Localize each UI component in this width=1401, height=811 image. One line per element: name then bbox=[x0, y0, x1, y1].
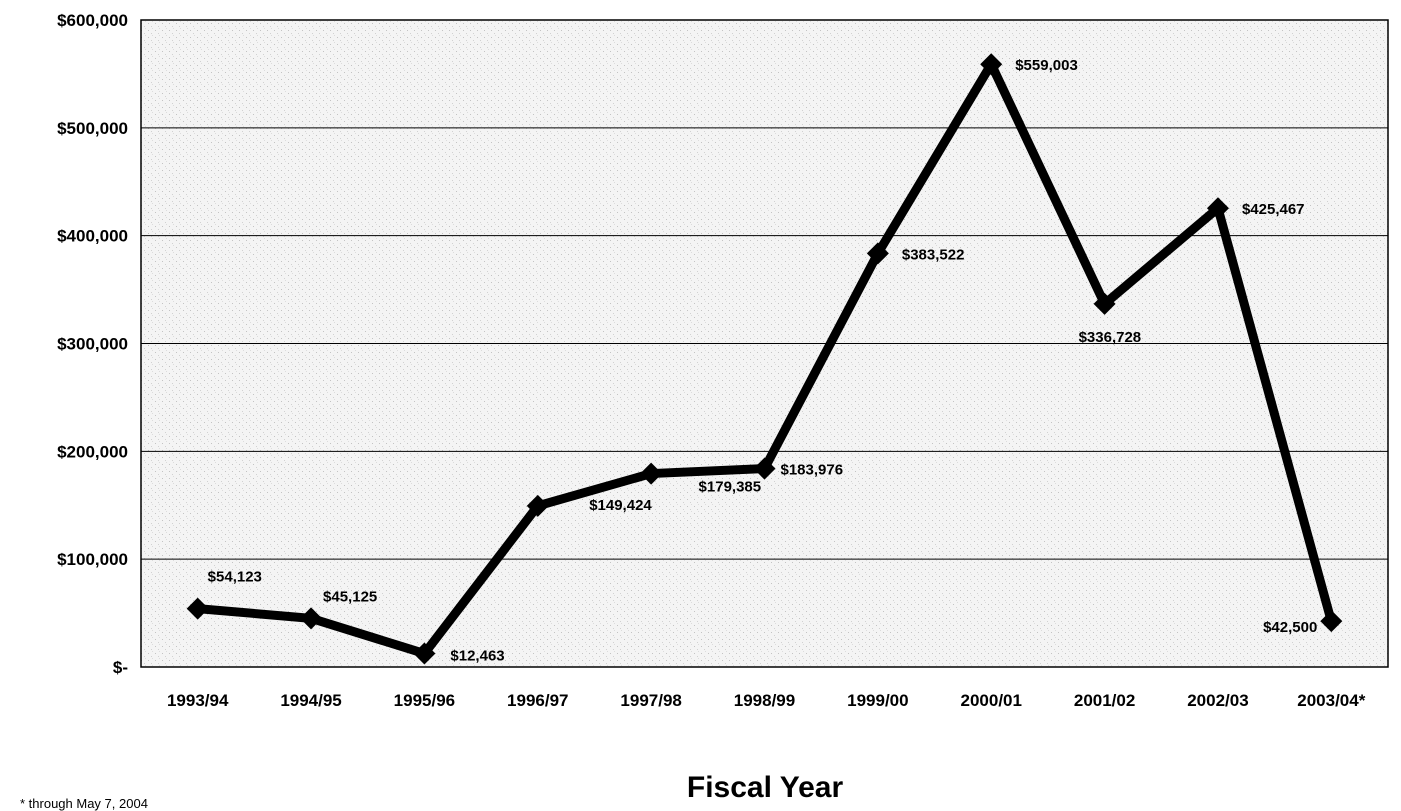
data-labels: $54,123 $45,125 $12,463 $149,424 $179,385 $18… bbox=[208, 57, 1318, 664]
data-label: $42,500 bbox=[1263, 619, 1317, 636]
data-label: $336,728 bbox=[1079, 329, 1142, 346]
data-point-marker bbox=[1206, 197, 1229, 220]
x-tick-label: 1996/97 bbox=[507, 691, 568, 710]
x-axis-ticks: 1993/94 1994/95 1995/96 1996/97 1997/98 1998/… bbox=[167, 691, 1366, 710]
x-tick-label: 2000/01 bbox=[961, 691, 1022, 710]
x-tick-label: 2001/02 bbox=[1074, 691, 1135, 710]
data-point-marker bbox=[640, 462, 663, 485]
x-axis-title: Fiscal Year bbox=[687, 771, 844, 804]
x-tick-label: 1999/00 bbox=[847, 691, 908, 710]
data-point-marker bbox=[186, 597, 209, 620]
data-label: $383,522 bbox=[902, 246, 965, 263]
y-tick-label: $300,000 bbox=[57, 335, 128, 354]
data-label: $149,424 bbox=[589, 497, 652, 514]
data-label: $12,463 bbox=[450, 648, 504, 665]
data-label: $54,123 bbox=[208, 569, 262, 586]
y-tick-label: $600,000 bbox=[57, 11, 128, 30]
y-tick-label: $100,000 bbox=[57, 550, 128, 569]
x-tick-label: 1995/96 bbox=[394, 691, 455, 710]
y-tick-label: $500,000 bbox=[57, 119, 128, 138]
data-point-marker bbox=[753, 457, 776, 480]
x-tick-label: 2002/03 bbox=[1187, 691, 1248, 710]
data-point-marker bbox=[526, 494, 549, 517]
data-point-marker bbox=[413, 642, 436, 665]
data-point-marker bbox=[866, 242, 889, 265]
x-tick-label: 1993/94 bbox=[167, 691, 229, 710]
y-axis-ticks: $- $100,000 $200,000 $300,000 $400,000 $500,0… bbox=[57, 11, 128, 677]
footnote: * through May 7, 2004 bbox=[20, 796, 148, 811]
data-label: $425,467 bbox=[1242, 201, 1305, 218]
plot-border bbox=[140, 19, 1389, 668]
data-label: $183,976 bbox=[781, 462, 844, 479]
y-tick-label: $400,000 bbox=[57, 227, 128, 246]
x-tick-label: 1997/98 bbox=[620, 691, 681, 710]
x-tick-label: 2003/04* bbox=[1297, 691, 1365, 710]
data-point-marker bbox=[1093, 292, 1116, 315]
data-label: $45,125 bbox=[323, 588, 377, 605]
data-label: $559,003 bbox=[1015, 57, 1078, 74]
data-point-marker bbox=[300, 607, 323, 630]
y-tick-label: $200,000 bbox=[57, 442, 128, 461]
x-tick-label: 1998/99 bbox=[734, 691, 795, 710]
data-point-marker bbox=[1320, 610, 1343, 633]
series-markers bbox=[186, 53, 1343, 665]
x-tick-label: 1994/95 bbox=[280, 691, 341, 710]
y-tick-label: $- bbox=[113, 658, 128, 677]
data-label: $179,385 bbox=[699, 479, 762, 496]
data-point-marker bbox=[980, 53, 1003, 76]
